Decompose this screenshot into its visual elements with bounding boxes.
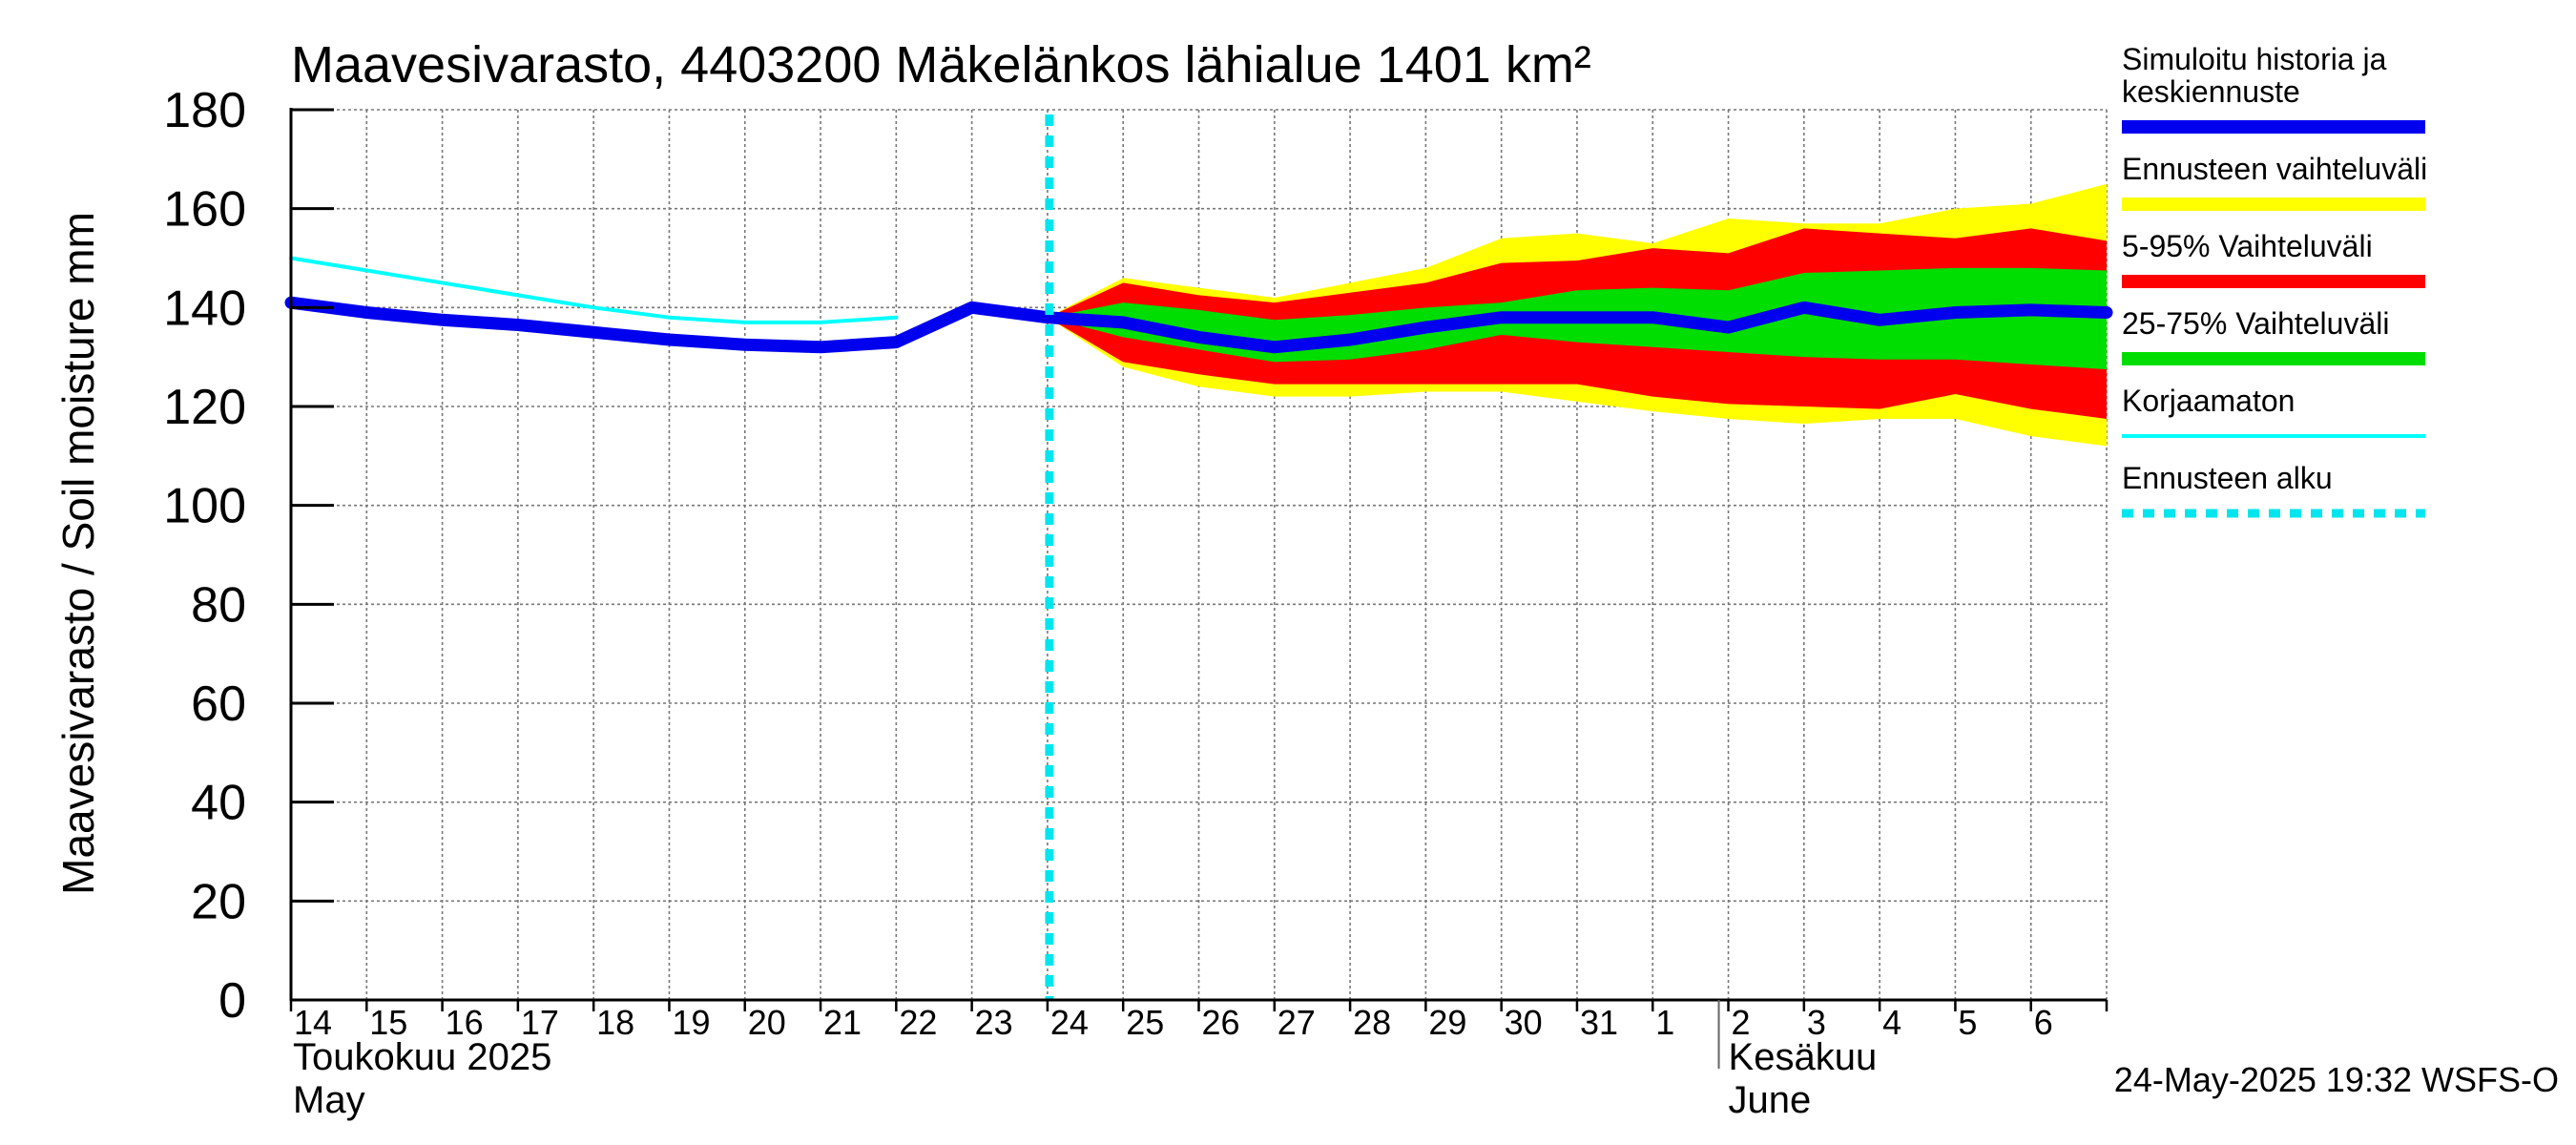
y-tick-label: 60 (191, 677, 246, 732)
series-uncorrected (289, 256, 899, 324)
x-tick-label: 26 (1202, 1003, 1240, 1042)
axes (289, 108, 2109, 1069)
x-tick-label: 25 (1126, 1003, 1164, 1042)
month-label-primary: Toukokuu 2025 (293, 1036, 551, 1078)
x-tick-label: 28 (1353, 1003, 1391, 1042)
legend-label: 25-75% Vaihteluväli (2122, 306, 2389, 341)
x-tick-label: 31 (1580, 1003, 1618, 1042)
series-lines (284, 114, 2113, 1000)
legend-label: Simuloitu historia ja keskiennuste (2122, 42, 2387, 109)
month-label-primary: Kesäkuu (1729, 1036, 1878, 1078)
legend-entry: Ennusteen alku (2122, 461, 2425, 518)
series-history (284, 296, 1054, 354)
y-tick-label: 80 (191, 577, 246, 633)
x-tick-label: 2 (1732, 1003, 1751, 1042)
x-tick-labels: 14 15 16 17 18 19 20 21 22 23 24 25 26 27 28 29 30 31 1 2 3 4… (294, 1003, 2053, 1042)
timestamp: 24-May-2025 19:32 WSFS-O (2114, 1060, 2559, 1099)
x-tick-label: 21 (823, 1003, 862, 1042)
x-tick-label: 4 (1882, 1003, 1901, 1042)
legend-label: Korjaamaton (2122, 384, 2295, 418)
x-tick-label: 29 (1428, 1003, 1466, 1042)
y-tick-labels: 0 20 40 60 80 100 120 140 160 180 (163, 83, 246, 1029)
x-tick-label: 23 (975, 1003, 1013, 1042)
y-tick-label: 100 (163, 479, 246, 534)
legend-entry: 25-75% Vaihteluväli (2122, 306, 2425, 365)
y-tick-label: 40 (191, 776, 246, 831)
legend-entry: Simuloitu historia ja keskiennuste (2122, 42, 2425, 134)
x-tick-label: 17 (521, 1003, 559, 1042)
chart-title: Maavesivarasto, 4403200 Mäkelänkos lähia… (291, 36, 1591, 94)
legend-entry: Korjaamaton (2122, 384, 2425, 438)
legend-entry: 5-95% Vaihteluväli (2122, 229, 2425, 288)
y-tick-label: 140 (163, 281, 246, 336)
x-tick-label: 14 (294, 1003, 332, 1042)
x-tick-label: 6 (2034, 1003, 2053, 1042)
x-tick-label: 27 (1278, 1003, 1316, 1042)
x-tick-label: 3 (1807, 1003, 1826, 1042)
legend-label: Ennusteen vaihteluväli (2122, 152, 2427, 186)
month-label-secondary: June (1729, 1079, 1812, 1121)
x-tick-label: 22 (899, 1003, 937, 1042)
legend-entry: Ennusteen vaihteluväli (2122, 152, 2427, 211)
y-tick-label: 120 (163, 380, 246, 435)
x-tick-label: 5 (1958, 1003, 1977, 1042)
y-tick-label: 0 (218, 973, 246, 1029)
x-tick-label: 16 (446, 1003, 484, 1042)
legend-label: 5-95% Vaihteluväli (2122, 229, 2373, 263)
x-tick-label: 18 (596, 1003, 634, 1042)
x-tick-label: 15 (369, 1003, 407, 1042)
y-tick-label: 20 (191, 874, 246, 929)
x-tick-label: 30 (1505, 1003, 1543, 1042)
x-tick-label: 24 (1050, 1003, 1089, 1042)
x-tick-label: 20 (748, 1003, 786, 1042)
series-forecast-mean (1041, 301, 2113, 354)
month-label-secondary: May (293, 1079, 365, 1121)
y-axis-label: Maavesivarasto / Soil moisture mm (53, 212, 103, 895)
y-tick-label: 160 (163, 182, 246, 238)
legend-label: Ennusteen alku (2122, 461, 2333, 495)
x-tick-label: 19 (672, 1003, 710, 1042)
y-tick-label: 180 (163, 83, 246, 138)
legend: Simuloitu historia ja keskiennuste Ennuste… (2122, 42, 2427, 518)
x-tick-label: 1 (1655, 1003, 1674, 1042)
